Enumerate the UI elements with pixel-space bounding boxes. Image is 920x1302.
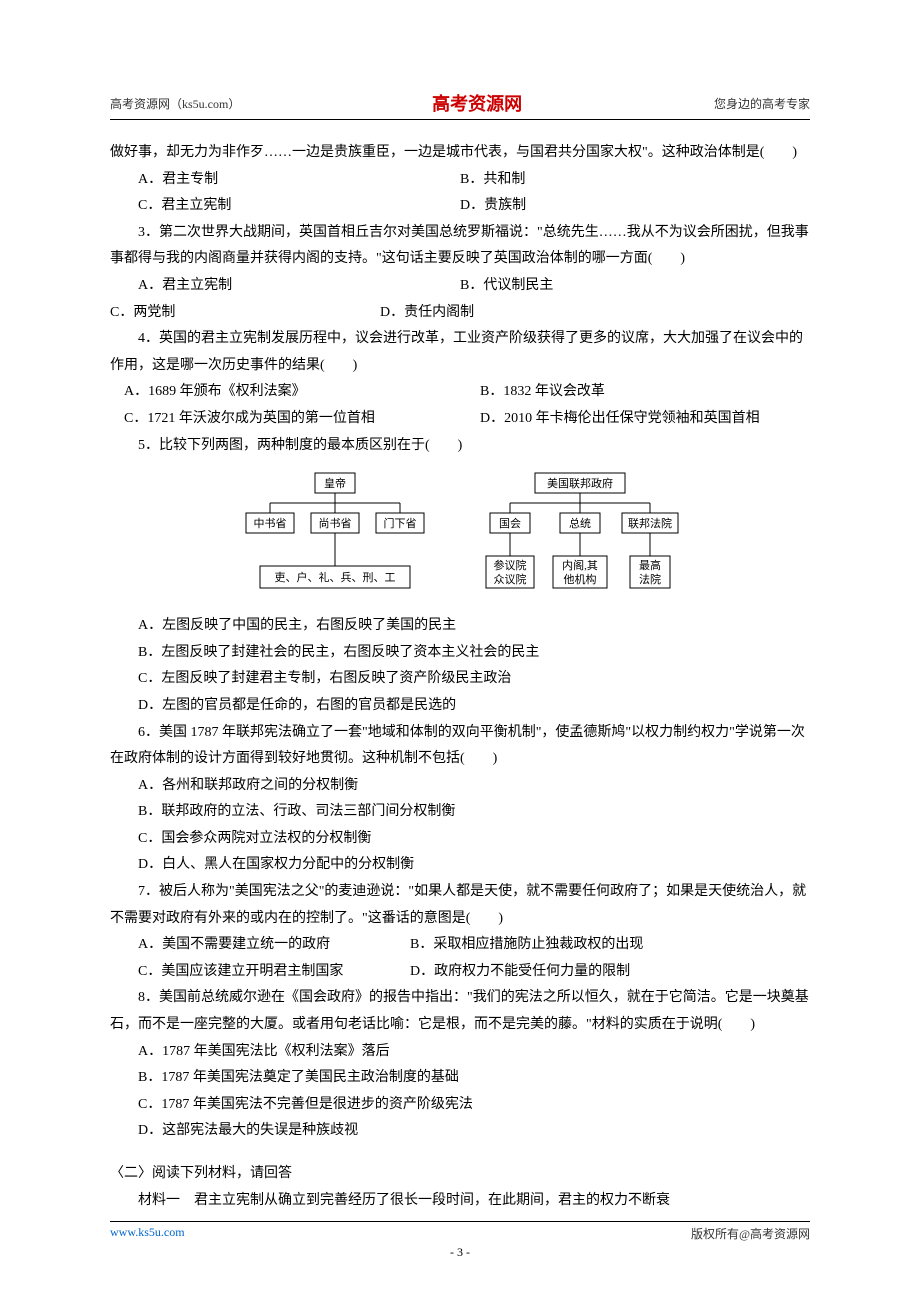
q2-option-d: D．贵族制 <box>460 193 526 220</box>
comparison-diagram: 皇帝 中书省 尚书省 门下省 吏、户、礼、兵、刑、工 美国联邦政府 <box>110 471 810 601</box>
page-number: - 3 - <box>0 1245 920 1260</box>
q8-option-c: C．1787 年美国宪法不完善但是很进步的资产阶级宪法 <box>110 1092 810 1119</box>
q6-option-c: C．国会参众两院对立法权的分权制衡 <box>110 826 810 853</box>
q3-option-c: C．两党制 <box>110 300 380 327</box>
q3-option-d: D．责任内阁制 <box>380 300 474 327</box>
q6-option-a: A．各州和联邦政府之间的分权制衡 <box>110 773 810 800</box>
left-mid-2: 门下省 <box>384 516 417 530</box>
q5-option-b: B．左图反映了封建社会的民主，右图反映了资本主义社会的民主 <box>110 640 810 667</box>
material-1: 材料一 君主立宪制从确立到完善经历了很长一段时间，在此期间，君主的权力不断衰 <box>110 1188 810 1215</box>
right-btm-1a: 内阁,其 <box>562 558 598 572</box>
right-diagram: 美国联邦政府 国会 总统 联邦法院 参议院 众议院 内阁,其 <box>480 471 680 601</box>
q7-option-d: D．政府权力不能受任何力量的限制 <box>410 959 630 986</box>
question-3-stem: 3．第二次世界大战期间，英国首相丘吉尔对美国总统罗斯福说："总统先生……我从不为… <box>110 220 810 273</box>
q5-option-a: A．左图反映了中国的民主，右图反映了美国的民主 <box>110 613 810 640</box>
header-left: 高考资源网（ks5u.com） <box>110 95 240 112</box>
q4-option-a: A．1689 年颁布《权利法案》 <box>110 379 480 406</box>
left-diagram: 皇帝 中书省 尚书省 门下省 吏、户、礼、兵、刑、工 <box>240 471 430 601</box>
question-8-stem: 8．美国前总统威尔逊在《国会政府》的报告中指出："我们的宪法之所以恒久，就在于它… <box>110 985 810 1038</box>
right-btm-0a: 参议院 <box>494 558 527 572</box>
q2-option-b: B．共和制 <box>460 167 525 194</box>
right-top-label: 美国联邦政府 <box>547 476 613 490</box>
q2-option-a: A．君主专制 <box>110 167 460 194</box>
page-header: 高考资源网（ks5u.com） 高考资源网 您身边的高考专家 <box>110 90 810 120</box>
right-btm-0b: 众议院 <box>494 572 527 586</box>
right-mid-0: 国会 <box>499 517 521 530</box>
left-mid-0: 中书省 <box>254 517 287 530</box>
q8-option-a: A．1787 年美国宪法比《权利法案》落后 <box>110 1039 810 1066</box>
q5-option-c: C．左图反映了封建君主专制，右图反映了资产阶级民主政治 <box>110 666 810 693</box>
left-top-label: 皇帝 <box>324 476 346 490</box>
question-6-stem: 6．美国 1787 年联邦宪法确立了一套"地域和体制的双向平衡机制"，使孟德斯鸠… <box>110 720 810 773</box>
question-2-stem: 做好事，却无力为非作歹……一边是贵族重臣，一边是城市代表，与国君共分国家大权"。… <box>110 140 810 167</box>
question-4-stem: 4．英国的君主立宪制发展历程中，议会进行改革，工业资产阶级获得了更多的议席，大大… <box>110 326 810 379</box>
q8-option-b: B．1787 年美国宪法奠定了美国民主政治制度的基础 <box>110 1065 810 1092</box>
footer-copyright: 版权所有@高考资源网 <box>691 1225 810 1242</box>
q2-option-c: C．君主立宪制 <box>110 193 460 220</box>
q3-option-b: B．代议制民主 <box>460 273 553 300</box>
footer-url: www.ks5u.com <box>110 1225 185 1242</box>
left-bottom-label: 吏、户、礼、兵、刑、工 <box>275 570 396 584</box>
right-mid-2: 联邦法院 <box>628 516 672 530</box>
right-btm-2b: 法院 <box>639 572 661 586</box>
q4-option-d: D．2010 年卡梅伦出任保守党领袖和英国首相 <box>480 406 760 433</box>
header-center: 高考资源网 <box>432 90 522 116</box>
header-right: 您身边的高考专家 <box>714 95 810 112</box>
question-7-stem: 7．被后人称为"美国宪法之父"的麦迪逊说："如果人都是天使，就不需要任何政府了；… <box>110 879 810 932</box>
q4-option-c: C．1721 年沃波尔成为英国的第一位首相 <box>110 406 480 433</box>
q7-option-c: C．美国应该建立开明君主制国家 <box>110 959 410 986</box>
right-mid-1: 总统 <box>569 516 591 530</box>
question-5-stem: 5．比较下列两图，两种制度的最本质区别在于( ) <box>110 433 810 460</box>
q5-option-d: D．左图的官员都是任命的，右图的官员都是民选的 <box>110 693 810 720</box>
page-footer: www.ks5u.com 版权所有@高考资源网 <box>110 1221 810 1242</box>
q7-option-b: B．采取相应措施防止独裁政权的出现 <box>410 932 643 959</box>
q8-option-d: D．这部宪法最大的失误是种族歧视 <box>110 1118 810 1145</box>
q6-option-b: B．联邦政府的立法、行政、司法三部门间分权制衡 <box>110 799 810 826</box>
section-2-heading: 〈二〉阅读下列材料，请回答 <box>110 1161 810 1188</box>
q7-option-a: A．美国不需要建立统一的政府 <box>110 932 410 959</box>
document-body: 做好事，却无力为非作歹……一边是贵族重臣，一边是城市代表，与国君共分国家大权"。… <box>110 140 810 1214</box>
q6-option-d: D．白人、黑人在国家权力分配中的分权制衡 <box>110 852 810 879</box>
right-btm-1b: 他机构 <box>564 572 597 586</box>
left-mid-1: 尚书省 <box>319 516 352 530</box>
q3-option-a: A．君主立宪制 <box>110 273 460 300</box>
q4-option-b: B．1832 年议会改革 <box>480 379 605 406</box>
right-btm-2a: 最高 <box>639 558 661 572</box>
